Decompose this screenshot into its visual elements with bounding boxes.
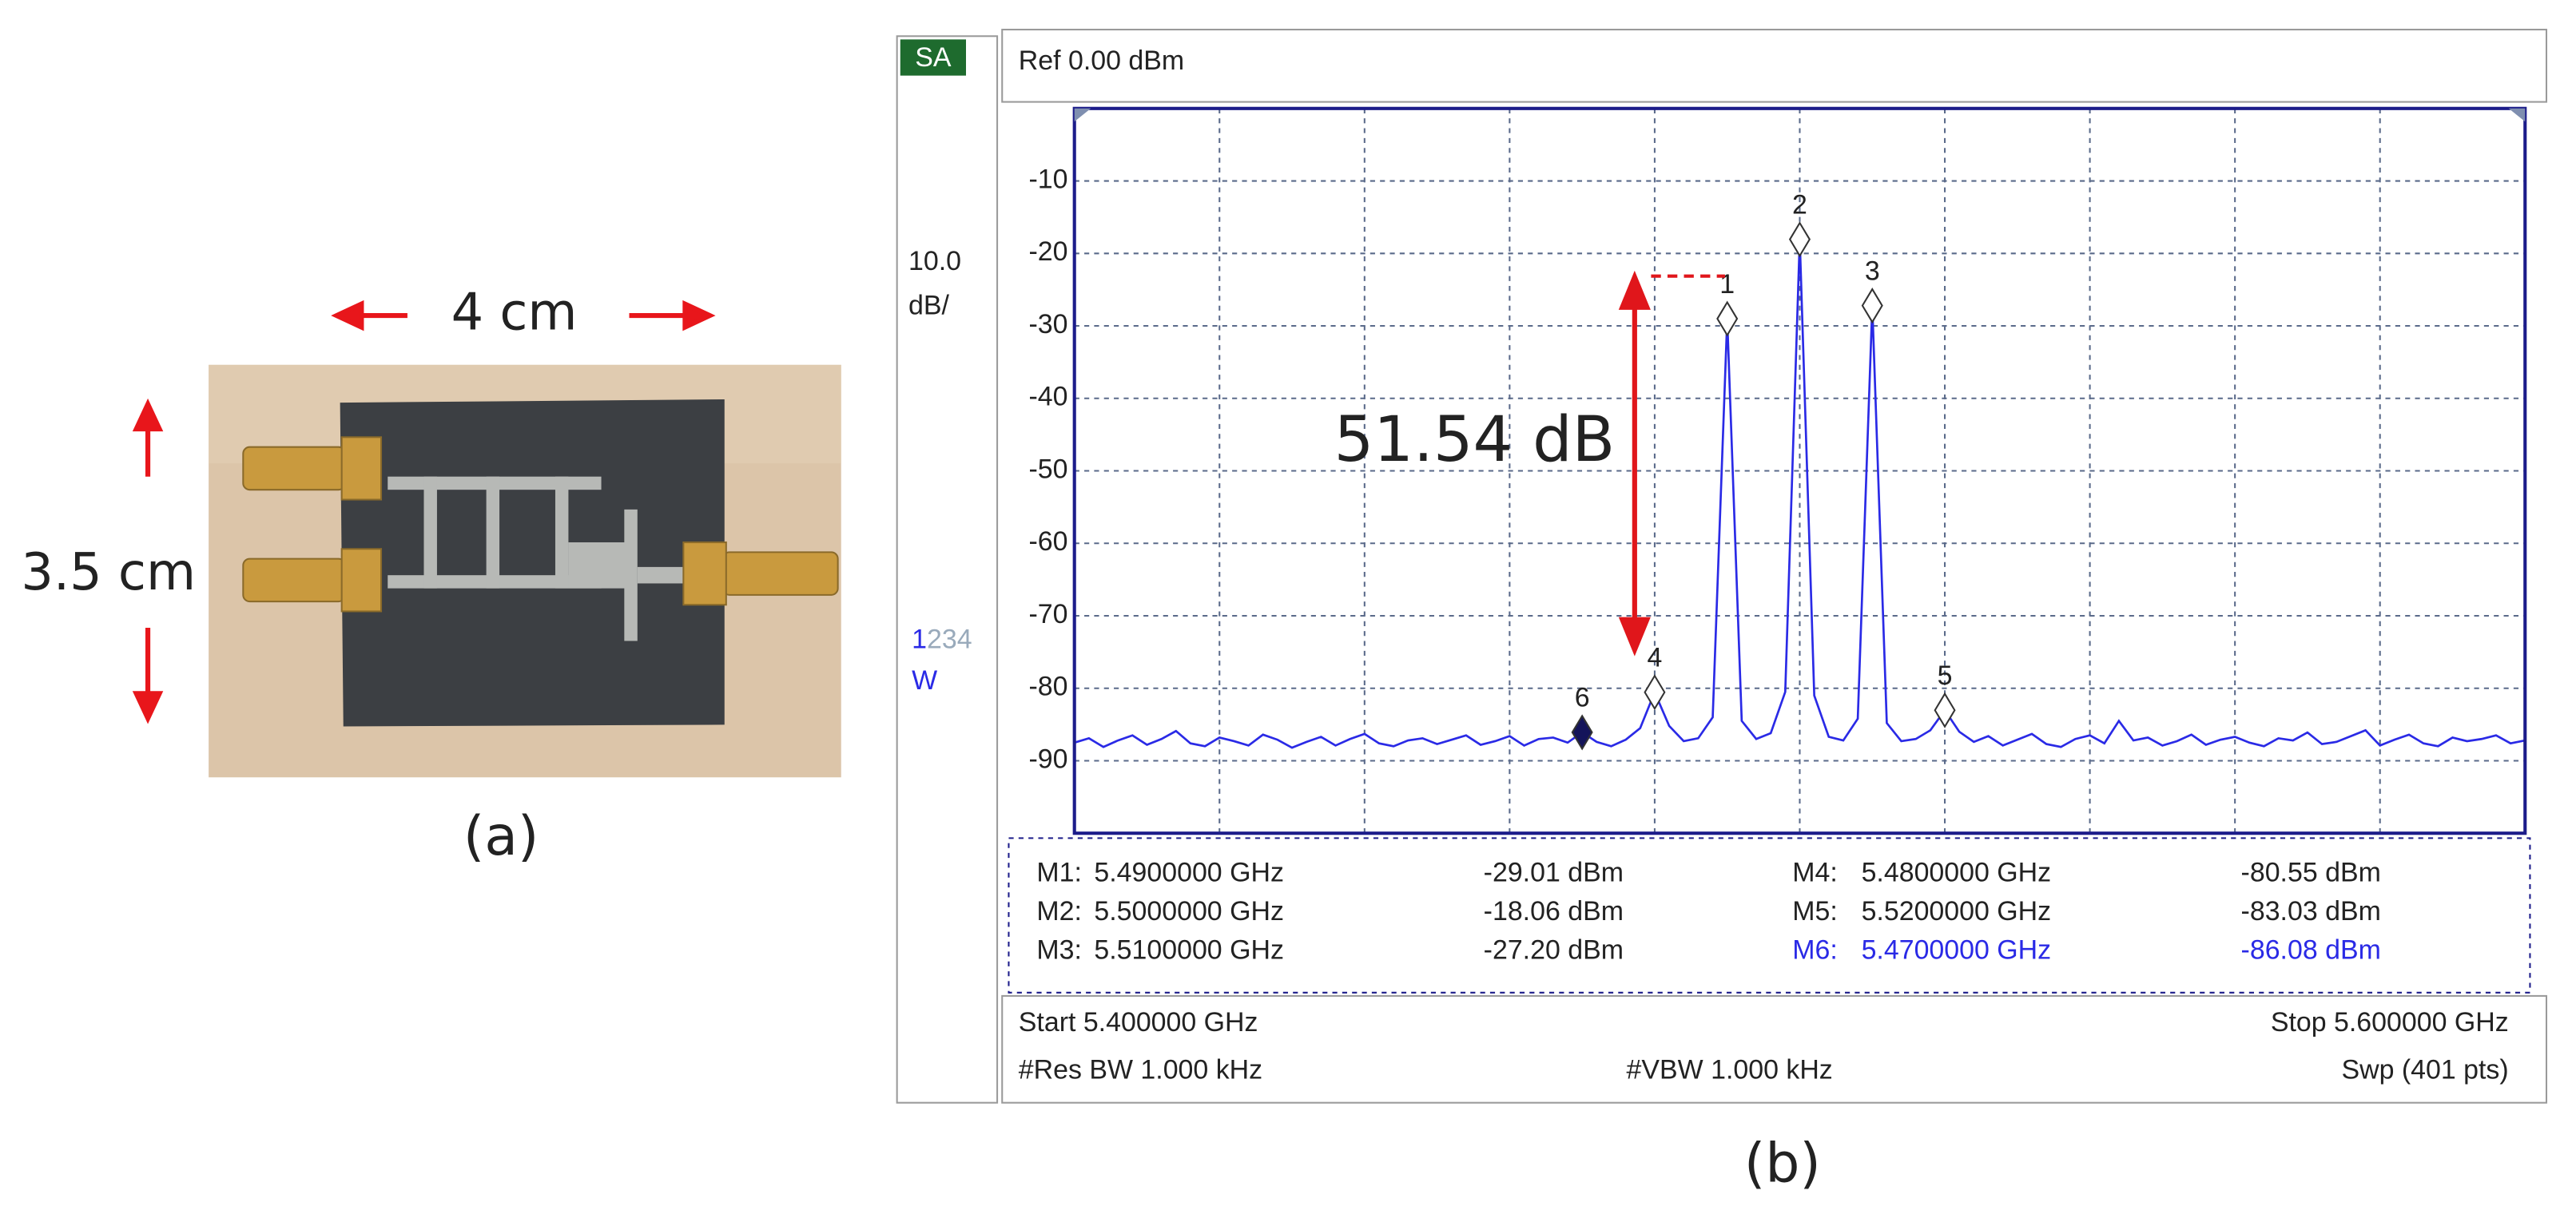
marker xyxy=(1644,674,1666,711)
vbw: #VBW 1.000 kHz xyxy=(1627,1055,1833,1085)
marker-name: M1: xyxy=(1036,858,1082,888)
marker-amplitude: -29.01 dBm xyxy=(1484,858,1624,888)
trace-label: 2 xyxy=(927,624,942,654)
marker-amplitude: -80.55 dBm xyxy=(2241,858,2381,888)
y-tick-label: -60 xyxy=(1028,526,1067,557)
marker-label: 5 xyxy=(1938,661,1953,691)
annotation: 51.54 dB xyxy=(1334,403,1616,476)
marker-label: 2 xyxy=(1792,189,1807,220)
marker xyxy=(1861,288,1883,324)
y-tick-label: -70 xyxy=(1028,599,1067,629)
marker-amplitude: -18.06 dBm xyxy=(1484,896,1624,926)
marker-label: 6 xyxy=(1575,683,1590,713)
stop: Stop 5.600000 GHz xyxy=(2271,1007,2509,1038)
start: Start 5.400000 GHz xyxy=(1019,1007,1258,1038)
analyzer-frame xyxy=(896,29,2548,1104)
mode-label: SA xyxy=(915,42,952,73)
y-tick-label: -90 xyxy=(1028,744,1067,774)
board-photo xyxy=(209,364,841,778)
marker-frequency: 5.5000000 GHz xyxy=(1094,896,1284,926)
marker-frequency: 5.4800000 GHz xyxy=(1862,858,2052,888)
trace-label: 1 xyxy=(912,624,927,654)
marker-amplitude: -27.20 dBm xyxy=(1484,934,1624,965)
height-label: 3.5 cm xyxy=(21,543,196,602)
plot: 1 2 3 4 5 6 xyxy=(1074,108,2526,834)
y-tick-label: -80 xyxy=(1028,672,1067,702)
marker-frequency: 5.5100000 GHz xyxy=(1094,934,1284,965)
marker xyxy=(1571,714,1593,751)
marker-name: M4: xyxy=(1792,858,1838,888)
mode-badge xyxy=(900,39,966,76)
marker-amplitude: -83.03 dBm xyxy=(2241,896,2381,926)
marker-label: 1 xyxy=(1719,269,1735,300)
dimension-arrows xyxy=(132,300,716,724)
trace-label: 4 xyxy=(957,624,972,654)
y-tick-label: -20 xyxy=(1028,236,1067,267)
marker-label: 3 xyxy=(1865,256,1880,286)
y-tick-label: -30 xyxy=(1028,309,1067,339)
corner xyxy=(1074,108,1091,122)
marker-name: M2: xyxy=(1036,896,1082,926)
marker-label: 4 xyxy=(1647,643,1662,673)
reference-level: Ref 0.00 dBm xyxy=(1019,46,1184,76)
corner xyxy=(2508,108,2526,122)
marker xyxy=(1788,221,1811,258)
marker-name: M3: xyxy=(1036,934,1082,965)
scale-unit: dB/ xyxy=(908,291,949,321)
y-tick-label: -50 xyxy=(1028,454,1067,484)
caption: (a) xyxy=(463,805,539,868)
plot-border xyxy=(1072,106,2527,835)
marker-frequency: 5.4700000 GHz xyxy=(1862,934,2052,965)
panel-a: 4 cm 3.5 cm xyxy=(21,284,841,868)
trace-mode: W xyxy=(912,665,937,696)
marker-table-border xyxy=(1008,837,2531,994)
trace-labels: 1234 xyxy=(912,624,972,654)
scale: 10.0 xyxy=(908,246,961,276)
marker-name: M6: xyxy=(1792,934,1838,965)
y-tick-label: -10 xyxy=(1028,165,1067,195)
trace-label: 3 xyxy=(942,624,957,654)
marker xyxy=(1716,300,1739,337)
res-bw: #Res BW 1.000 kHz xyxy=(1019,1055,1262,1085)
caption: (b) xyxy=(1744,1132,1821,1195)
marker-frequency: 5.4900000 GHz xyxy=(1094,858,1284,888)
sweep: Swp (401 pts) xyxy=(2341,1055,2508,1085)
delta-arrow xyxy=(1618,270,1725,657)
width-label: 4 cm xyxy=(451,284,578,343)
marker-frequency: 5.5200000 GHz xyxy=(1862,896,2052,926)
marker-name: M5: xyxy=(1792,896,1838,926)
marker xyxy=(1934,692,1956,728)
marker-amplitude: -86.08 dBm xyxy=(2241,934,2381,965)
y-tick-label: -40 xyxy=(1028,382,1067,412)
marker-table: M1: 5.4900000 GHz -29.01 dBm M2: 5.5000000 G… xyxy=(1036,858,2380,966)
